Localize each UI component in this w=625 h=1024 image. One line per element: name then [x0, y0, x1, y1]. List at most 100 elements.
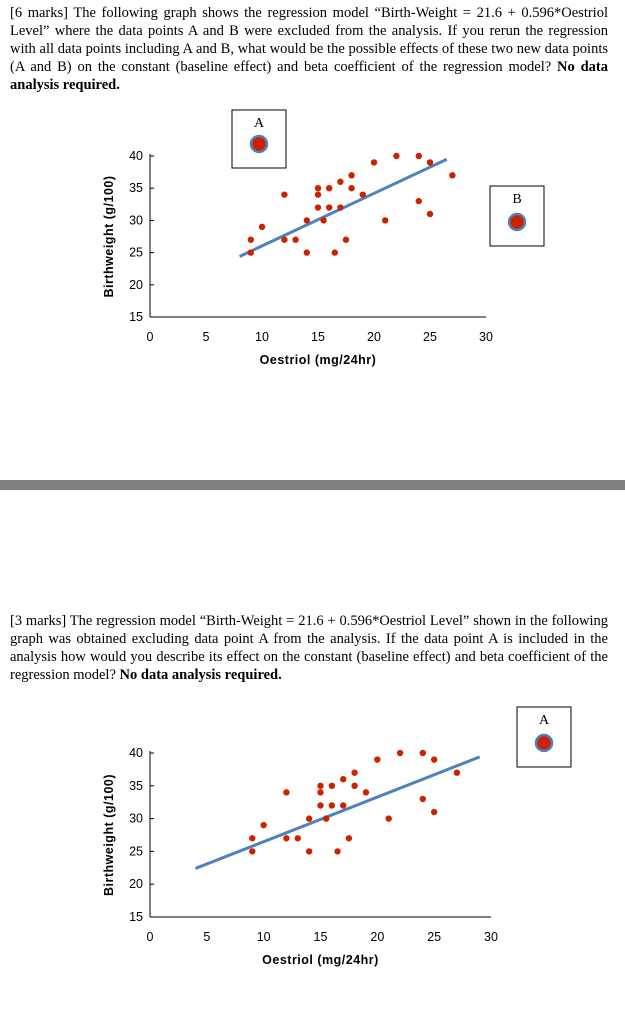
y-tick-label: 40 — [129, 746, 143, 760]
question-1-marks: [6 marks] — [10, 5, 68, 21]
x-tick-label: 5 — [203, 330, 210, 344]
y-tick-label: 40 — [129, 149, 143, 163]
data-point — [362, 789, 370, 796]
outlier-a-box: A — [231, 109, 287, 169]
outlier-point — [249, 134, 269, 154]
data-point — [351, 782, 358, 789]
data-point — [449, 172, 456, 179]
data-point — [419, 795, 426, 803]
data-point — [430, 756, 438, 763]
data-point — [317, 782, 324, 789]
x-tick-label: 30 — [484, 930, 498, 944]
x-tick-label: 15 — [311, 330, 325, 344]
data-point — [260, 821, 267, 829]
scatter-chart-1: 15 20 25 30 35 40 0 5 10 15 20 25 30 Oestriol (mg/24h… — [102, 109, 545, 367]
x-tick-label: 25 — [427, 930, 441, 944]
data-point — [303, 217, 310, 224]
data-point — [247, 236, 254, 243]
x-tick-label: 0 — [147, 330, 154, 344]
x-tick-label: 20 — [370, 930, 384, 944]
data-point — [249, 835, 256, 842]
data-point — [322, 815, 330, 822]
data-point — [342, 236, 350, 243]
data-point — [396, 749, 404, 757]
regression-line — [194, 755, 481, 870]
x-tick-label: 5 — [203, 930, 210, 944]
data-point — [340, 776, 347, 783]
y-tick-label: 35 — [129, 181, 143, 195]
data-point — [314, 191, 322, 198]
data-point — [281, 191, 288, 198]
data-point — [326, 185, 333, 192]
data-point — [326, 204, 333, 211]
data-point — [393, 152, 400, 160]
x-tick-label: 30 — [479, 330, 493, 344]
scatter-chart-2: 15 20 25 30 35 40 0 5 10 15 20 25 30 Oestriol (mg/24h… — [102, 706, 572, 967]
data-point — [283, 835, 290, 842]
y-tick-label: 25 — [129, 246, 143, 260]
data-point — [453, 769, 461, 776]
data-point — [382, 217, 389, 224]
data-point — [351, 769, 358, 776]
data-point — [419, 749, 426, 757]
data-point — [340, 802, 347, 809]
data-point — [249, 848, 256, 855]
y-tick-label: 20 — [129, 877, 143, 891]
data-point — [374, 756, 381, 763]
question-2-marks: [3 marks] — [10, 613, 67, 629]
y-axis-title: Birthweight (g/100) — [102, 175, 116, 297]
y-tick-label: 30 — [129, 213, 143, 227]
data-point — [294, 835, 301, 842]
x-tick-label: 0 — [147, 930, 154, 944]
data-point — [415, 152, 422, 160]
data-point — [283, 789, 290, 796]
section-divider — [0, 480, 625, 490]
data-point — [370, 159, 378, 166]
data-point — [292, 236, 299, 243]
outlier-label: A — [539, 713, 550, 728]
x-tick-label: 10 — [257, 930, 271, 944]
data-point — [281, 236, 288, 243]
x-tick-label: 10 — [255, 330, 269, 344]
question-1-emphasis: No data analysis required. — [10, 59, 608, 93]
y-tick-label: 35 — [129, 779, 143, 793]
question-1-text: The following graph shows the regression… — [10, 5, 608, 75]
data-point — [317, 802, 324, 809]
outlier-b-box: B — [489, 185, 545, 247]
data-point — [317, 789, 324, 796]
x-tick-label: 15 — [314, 930, 328, 944]
y-tick-label: 30 — [129, 812, 143, 826]
x-axis-title: Oestriol (mg/24hr) — [262, 953, 379, 967]
data-point — [385, 815, 392, 822]
data-point — [305, 815, 313, 822]
outlier-a-box: A — [516, 706, 572, 768]
data-point — [328, 782, 336, 789]
data-point — [328, 802, 336, 809]
data-point — [337, 178, 344, 185]
data-point — [359, 191, 366, 198]
data-point — [320, 217, 327, 224]
x-tick-label: 25 — [423, 330, 437, 344]
outlier-point — [507, 212, 527, 232]
y-tick-label: 15 — [129, 910, 143, 924]
y-axis-title: Birthweight (g/100) — [102, 774, 116, 896]
question-1: [6 marks] The following graph shows the … — [10, 4, 608, 94]
question-2-emphasis: No data analysis required. — [119, 667, 282, 683]
data-point — [426, 210, 434, 218]
y-tick-label: 15 — [129, 310, 143, 324]
data-point — [334, 848, 341, 855]
data-point — [345, 835, 353, 842]
data-point — [348, 185, 355, 192]
question-2-text: The regression model “Birth-Weight = 21.… — [10, 613, 608, 683]
data-point — [430, 808, 438, 816]
data-point — [305, 848, 313, 855]
data-point — [331, 249, 338, 256]
x-tick-label: 20 — [367, 330, 381, 344]
data-point — [337, 204, 344, 211]
data-point — [247, 249, 254, 256]
data-point — [314, 204, 322, 211]
outlier-label: B — [512, 192, 521, 207]
x-axis-title: Oestriol (mg/24hr) — [260, 353, 377, 367]
y-tick-label: 20 — [129, 278, 143, 292]
data-point — [303, 249, 310, 256]
